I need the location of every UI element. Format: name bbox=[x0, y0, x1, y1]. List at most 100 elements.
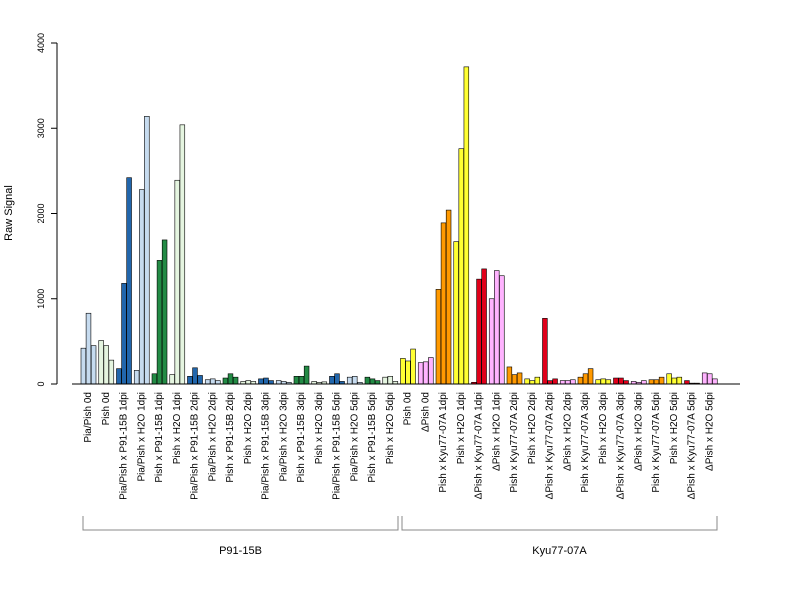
x-tick-label: Pia/Pish x H2O 5dpi bbox=[349, 392, 360, 482]
bar bbox=[600, 378, 606, 385]
x-tick-label: Pish x H2O 2dpi bbox=[243, 392, 254, 464]
x-tick-label: Pish x P91-15B 5dpi bbox=[367, 392, 378, 483]
y-tick-label: 4000 bbox=[36, 33, 46, 53]
bar bbox=[334, 373, 340, 385]
x-tick-label: Pia/Pish x P91-15B 3dpi bbox=[261, 392, 272, 500]
bar bbox=[85, 312, 92, 385]
bar bbox=[98, 340, 104, 385]
bar bbox=[534, 376, 541, 385]
bar bbox=[499, 275, 505, 385]
x-tick-label: ΔPish x H2O 5dpi bbox=[704, 392, 715, 471]
bar bbox=[192, 367, 198, 385]
bar bbox=[275, 380, 282, 385]
bar bbox=[684, 380, 690, 385]
x-tick-label: Pia/Pish x H2O 1dpi bbox=[136, 392, 147, 482]
x-tick-label: Pish x H2O 3dpi bbox=[598, 392, 609, 464]
bar bbox=[116, 368, 122, 385]
bar bbox=[169, 374, 175, 385]
bar bbox=[463, 66, 470, 385]
bar bbox=[400, 358, 406, 385]
bar bbox=[577, 376, 584, 385]
section-bracket bbox=[82, 516, 399, 531]
bar bbox=[623, 380, 629, 385]
x-tick-label: ΔPish x Kyu77-07A 3dpi bbox=[616, 392, 627, 499]
y-tick-label: 3000 bbox=[36, 118, 46, 138]
bar bbox=[445, 209, 452, 385]
bar bbox=[346, 376, 353, 385]
bar bbox=[595, 379, 601, 385]
bar bbox=[613, 377, 619, 385]
bar bbox=[382, 376, 388, 385]
bar bbox=[648, 379, 655, 385]
bar bbox=[258, 378, 264, 385]
bar bbox=[210, 378, 216, 385]
bar bbox=[151, 373, 158, 385]
x-tick-label: Pish x P91-15B 1dpi bbox=[154, 392, 165, 483]
x-tick-label: Pish 0d bbox=[403, 392, 414, 425]
section-bracket bbox=[401, 516, 718, 531]
bar bbox=[369, 378, 376, 385]
bar bbox=[511, 374, 518, 385]
bar bbox=[666, 373, 672, 385]
bar bbox=[516, 372, 523, 385]
bar bbox=[387, 376, 393, 385]
x-tick-label: Pish x H2O 3dpi bbox=[314, 392, 325, 464]
bar bbox=[453, 241, 459, 385]
x-tick-label: Pia/Pish x P91-15B 5dpi bbox=[332, 392, 343, 500]
bar bbox=[179, 124, 186, 385]
bar bbox=[410, 348, 416, 385]
bar bbox=[174, 179, 180, 385]
x-tick-label: Pish x Kyu77-07A 1dpi bbox=[438, 392, 449, 493]
bar bbox=[488, 298, 495, 385]
bar bbox=[90, 345, 97, 385]
bar bbox=[139, 189, 145, 385]
bar bbox=[144, 116, 150, 385]
y-axis-title: Raw Signal bbox=[3, 185, 15, 241]
bar bbox=[364, 376, 371, 385]
bar bbox=[103, 345, 109, 385]
bar bbox=[232, 376, 239, 385]
x-tick-label: Pish x P91-15B 3dpi bbox=[296, 392, 307, 483]
bar bbox=[658, 376, 665, 385]
x-tick-label: Pish x Kyu77-07A 3dpi bbox=[580, 392, 591, 493]
x-tick-label: Pia/Pish 0d bbox=[83, 392, 94, 443]
bar bbox=[458, 148, 464, 385]
x-tick-label: ΔPish x H2O 2dpi bbox=[562, 392, 573, 471]
bar bbox=[701, 372, 708, 385]
x-tick-label: ΔPish 0d bbox=[420, 392, 431, 432]
bar bbox=[676, 376, 683, 385]
bar bbox=[435, 289, 442, 385]
bar bbox=[542, 318, 548, 385]
y-tick-label: 0 bbox=[36, 381, 46, 386]
bar bbox=[126, 177, 132, 385]
y-tick-label: 2000 bbox=[36, 203, 46, 223]
bar bbox=[587, 368, 594, 385]
section-label: P91-15B bbox=[219, 545, 262, 557]
bar bbox=[565, 380, 571, 385]
bar bbox=[582, 373, 589, 385]
bar bbox=[524, 378, 530, 385]
bar bbox=[352, 376, 358, 385]
bar bbox=[506, 366, 513, 385]
bar bbox=[263, 377, 269, 385]
bar bbox=[529, 380, 535, 385]
bar bbox=[245, 380, 251, 385]
bar bbox=[298, 376, 305, 385]
bar bbox=[476, 278, 482, 385]
section-brackets: P91-15B Kyu77-07A bbox=[82, 516, 718, 557]
bar bbox=[653, 379, 660, 385]
x-tick-label: Pish x Kyu77-07A 5dpi bbox=[651, 392, 662, 493]
x-tick-label: Pia/Pish x H2O 3dpi bbox=[278, 392, 289, 482]
x-tick-label: Pish x H2O 1dpi bbox=[456, 392, 467, 464]
bar bbox=[552, 378, 558, 385]
bar bbox=[293, 376, 300, 385]
x-tick-label: Pish x P91-15B 2dpi bbox=[225, 392, 236, 483]
bar bbox=[570, 379, 576, 385]
y-tick-label: 1000 bbox=[36, 289, 46, 309]
bar bbox=[440, 222, 447, 385]
bar bbox=[227, 373, 234, 385]
bar bbox=[547, 380, 553, 385]
bar bbox=[671, 377, 677, 385]
x-axis: Pia/Pish 0d Pish 0d Pia/Pish x P91-15B 1dp… bbox=[72, 383, 740, 500]
